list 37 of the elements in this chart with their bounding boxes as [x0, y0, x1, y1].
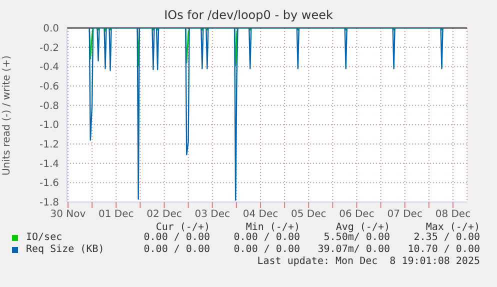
y-tick-label: -1.8	[39, 198, 59, 209]
y-tick-label: 0.0	[43, 24, 59, 35]
chart-title: IOs for /dev/loop0 - by week	[163, 8, 334, 22]
text: 0.00 / 0.00	[142, 232, 210, 243]
x-tick-label: 02 Dec	[146, 209, 182, 220]
x-tick-label: 01 Dec	[98, 209, 134, 220]
text: Last update: Mon Dec 8 19:01:08 2025	[256, 256, 480, 267]
y-tick-label: -1.6	[39, 178, 59, 190]
text: 5.50m/ 0.00	[322, 232, 390, 243]
x-tick-label: 07 Dec	[387, 209, 422, 220]
y-tick-label: -0.2	[39, 42, 59, 54]
y-tick-label: -1.4	[39, 158, 59, 170]
y-tick-label: -1.0	[39, 120, 59, 132]
text: 2.35 / 0.00	[412, 232, 480, 243]
text: 10.70 / 0.00	[406, 244, 480, 255]
legend-label: IO/sec	[26, 232, 62, 243]
x-tick-label: 06 Dec	[339, 209, 374, 220]
y-tick-label: -0.6	[39, 82, 59, 93]
y-tick-label: -0.4	[39, 62, 59, 74]
legend-label: Req Size (KB)	[26, 244, 104, 255]
line-series	[88, 28, 444, 201]
x-tick-label: 04 Dec	[242, 209, 278, 220]
text: 0.00 / 0.00	[232, 232, 300, 243]
x-tick-label: 08 Dec	[435, 209, 471, 220]
text: Max (-/+)	[426, 222, 480, 233]
y-axis-title: Units read (-) / write (+)	[2, 55, 12, 176]
y-tick-label: -0.8	[39, 100, 59, 112]
text: 0.00 / 0.00	[232, 244, 300, 255]
text: Min (-/+)	[246, 222, 300, 233]
x-tick-label: 30 Nov	[50, 209, 86, 220]
text: 39.07m/ 0.00	[316, 244, 390, 255]
y-tick-label: -1.2	[39, 140, 59, 151]
text: Avg (-/+)	[336, 222, 390, 233]
text: Cur (-/+)	[156, 222, 210, 233]
text: 0.00 / 0.00	[142, 244, 210, 255]
x-tick-label: 05 Dec	[290, 209, 326, 220]
x-tick-label: 03 Dec	[194, 209, 230, 220]
